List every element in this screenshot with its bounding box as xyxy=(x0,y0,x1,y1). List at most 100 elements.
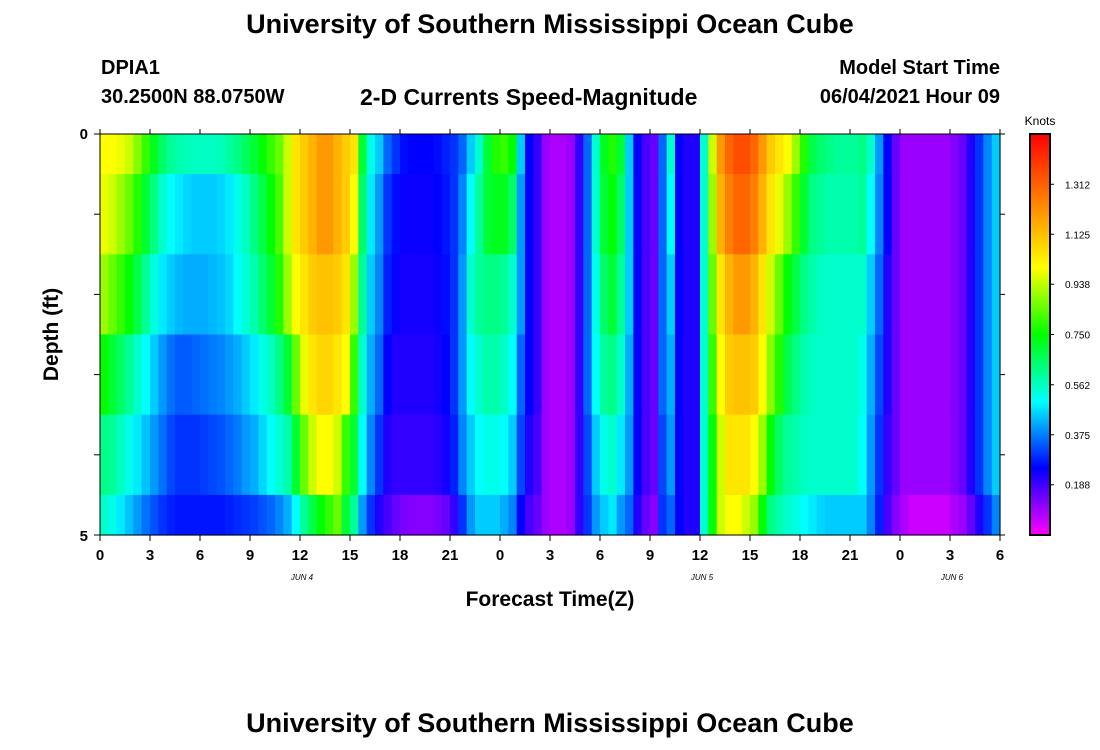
heatmap-cell xyxy=(583,414,593,496)
heatmap-cell xyxy=(725,414,734,496)
heatmap-cell xyxy=(808,174,818,255)
heatmap-cell xyxy=(600,494,609,536)
heatmap-cell xyxy=(900,414,909,496)
heatmap-cell xyxy=(675,254,684,336)
heatmap-cell xyxy=(300,254,309,336)
heatmap-cell xyxy=(458,334,468,416)
heatmap-cell xyxy=(350,254,359,336)
heatmap-cell xyxy=(625,414,634,496)
heatmap-cell xyxy=(500,414,509,496)
heatmap-cell xyxy=(783,414,793,496)
heatmap-cell xyxy=(208,134,218,175)
heatmap-cell xyxy=(983,414,993,496)
heatmap-cell xyxy=(741,134,751,175)
heatmap-cell xyxy=(708,334,718,416)
x-tick-label: 9 xyxy=(246,547,254,564)
heatmap-cell xyxy=(883,334,893,416)
heatmap-cell xyxy=(183,254,193,336)
heatmap-cell xyxy=(608,414,618,496)
heatmap-cell xyxy=(916,134,926,175)
heatmap-cell xyxy=(133,334,143,416)
heatmap-cell xyxy=(575,494,584,536)
heatmap-cell xyxy=(341,334,351,416)
heatmap-cell xyxy=(341,134,351,175)
heatmap-cell xyxy=(508,134,518,175)
heatmap-cell xyxy=(275,334,284,416)
heatmap-cell xyxy=(391,134,401,175)
heatmap-cell xyxy=(525,494,534,536)
heatmap-cell xyxy=(650,494,659,536)
heatmap-cell xyxy=(166,414,176,496)
heatmap-cell xyxy=(733,494,743,536)
heatmap-cell xyxy=(875,334,884,416)
heatmap-cell xyxy=(108,254,118,336)
heatmap-cell xyxy=(216,494,226,536)
heatmap-cell xyxy=(733,254,743,336)
heatmap-cell xyxy=(691,414,701,496)
heatmap-cell xyxy=(750,494,759,536)
heatmap-cell xyxy=(683,254,693,336)
heatmap-cell xyxy=(266,254,276,336)
heatmap-cell xyxy=(816,254,826,336)
heatmap-cell xyxy=(858,174,868,255)
colorbar-tick-label: 0.938 xyxy=(1065,280,1090,291)
heatmap-cell xyxy=(466,174,476,255)
colorbar-tick-label: 0.188 xyxy=(1065,481,1090,492)
heatmap-cell xyxy=(491,134,501,175)
heatmap-cell xyxy=(516,334,526,416)
colorbar-tick-label: 1.312 xyxy=(1065,180,1090,191)
heatmap-cell xyxy=(583,134,593,175)
heatmap-cell xyxy=(608,174,618,255)
heatmap-cell xyxy=(691,334,701,416)
heatmap-cell xyxy=(408,134,418,175)
heatmap-cell xyxy=(958,254,968,336)
heatmap-cell xyxy=(750,334,759,416)
heatmap-cell xyxy=(783,334,793,416)
heatmap-cell xyxy=(891,174,901,255)
heatmap-cell xyxy=(725,334,734,416)
heatmap-cell xyxy=(858,414,868,496)
heatmap-cell xyxy=(841,494,851,536)
heatmap-cell xyxy=(650,254,659,336)
heatmap-cell xyxy=(758,494,768,536)
heatmap-cell xyxy=(983,254,993,336)
heatmap-cell xyxy=(775,254,784,336)
heatmap-cell xyxy=(308,334,318,416)
heatmap-cell xyxy=(750,174,759,255)
heatmap-cell xyxy=(891,414,901,496)
heatmap-cell xyxy=(683,494,693,536)
heatmap-cell xyxy=(650,414,659,496)
heatmap-cell xyxy=(716,334,726,416)
y-tick-label: 5 xyxy=(80,528,88,545)
heatmap-cell xyxy=(691,134,701,175)
heatmap-cell xyxy=(183,494,193,536)
heatmap-cell xyxy=(950,414,959,496)
heatmap-cell xyxy=(466,494,476,536)
heatmap-cell xyxy=(658,134,668,175)
heatmap-cell xyxy=(675,134,684,175)
heatmap-cell xyxy=(458,174,468,255)
heatmap-cell xyxy=(600,414,609,496)
heatmap-cell xyxy=(908,254,918,336)
heatmap-cell xyxy=(883,174,893,255)
heatmap-cell xyxy=(508,494,518,536)
heatmap-cell xyxy=(758,174,768,255)
heatmap-cell xyxy=(866,174,876,255)
heatmap-cell xyxy=(675,174,684,255)
heatmap-cell xyxy=(141,494,151,536)
heatmap-cell xyxy=(166,134,176,175)
heatmap-cell xyxy=(633,494,643,536)
heatmap-cell xyxy=(250,134,259,175)
heatmap-cell xyxy=(158,134,168,175)
heatmap-cell xyxy=(333,254,343,336)
heatmap-cell xyxy=(966,494,976,536)
heatmap-cell xyxy=(800,254,809,336)
heatmap-cell xyxy=(508,414,518,496)
heatmap-cell xyxy=(508,174,518,255)
heatmap-cell xyxy=(566,334,576,416)
heatmap-cell xyxy=(708,254,718,336)
heatmap-cell xyxy=(241,414,251,496)
heatmap-cell xyxy=(133,494,143,536)
heatmap-cell xyxy=(908,134,918,175)
